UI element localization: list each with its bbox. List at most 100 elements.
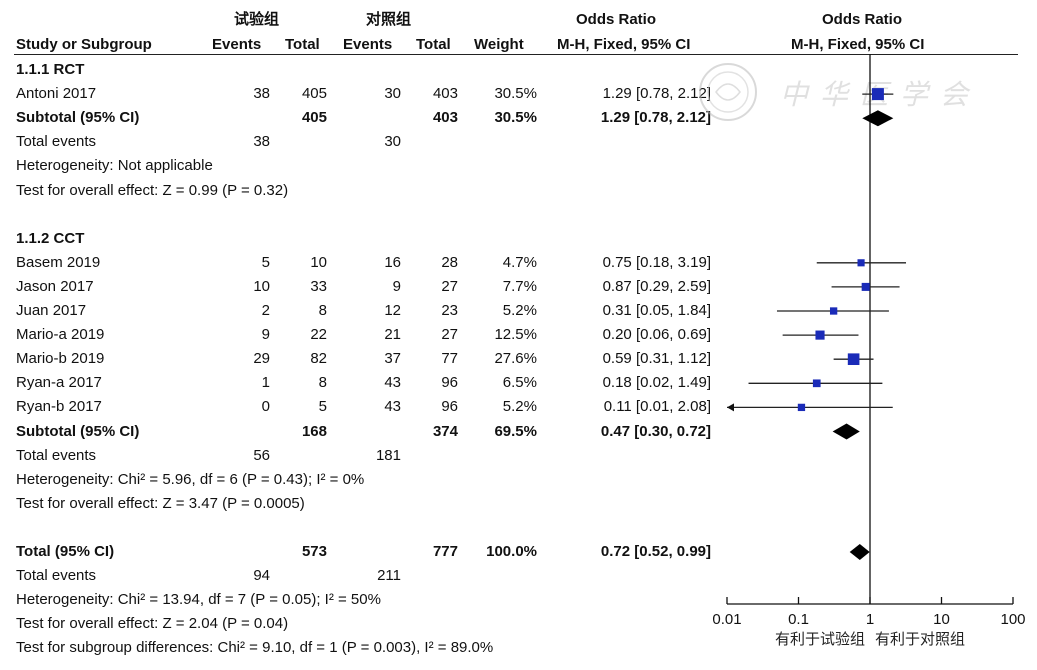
total-control: 96: [441, 374, 458, 392]
summary-text: Test for subgroup differences: Chi² = 9.…: [16, 639, 494, 657]
summary-text: Test for overall effect: Z = 0.99 (P = 0…: [16, 181, 289, 199]
odds-ratio-ci: 0.47 [0.30, 0.72]: [600, 422, 711, 440]
study-point: [847, 353, 860, 366]
weight-value: 7.7%: [502, 277, 537, 295]
subtotal-label: Subtotal (95% CI): [16, 109, 140, 127]
total-experimental: 405: [301, 85, 327, 103]
odds-ratio-ci: 0.31 [0.05, 1.84]: [602, 302, 711, 319]
x-tick-label: 10: [933, 611, 950, 628]
study-name: Mario-a 2019: [16, 326, 105, 344]
total-experimental: 10: [310, 253, 327, 271]
study-name: Ryan-b 2017: [16, 398, 102, 416]
summary-text: Heterogeneity: Chi² = 13.94, df = 7 (P =…: [16, 591, 381, 609]
total-experimental: 33: [310, 277, 327, 295]
summary-text: Total events: [16, 446, 97, 464]
odds-ratio-ci: 0.87 [0.29, 2.59]: [602, 277, 711, 295]
axis-label-favours-control: 有利于对照组: [875, 630, 965, 648]
odds-ratio-ci: 1.29 [0.78, 2.12]: [602, 85, 711, 103]
total-control: 28: [441, 253, 458, 271]
events-control: 211: [377, 567, 401, 585]
study-name: Mario-b 2019: [16, 350, 105, 368]
events-experimental: 56: [253, 446, 270, 464]
events-control: 30: [384, 85, 401, 103]
total-control: 27: [441, 326, 458, 344]
total-experimental: 573: [301, 543, 327, 560]
weight-value: 100.0%: [486, 543, 537, 560]
events-control: 30: [384, 133, 401, 151]
study-point: [861, 282, 870, 291]
group-control-header: 对照组: [366, 11, 412, 28]
ci-arrow: [727, 403, 734, 412]
odds-ratio-ci: 0.59 [0.31, 1.12]: [602, 350, 711, 368]
weight-value: 4.7%: [502, 253, 537, 271]
events-experimental: 10: [253, 277, 270, 295]
summary-text: Test for overall effect: Z = 3.47 (P = 0…: [16, 494, 305, 512]
method-header-right: M-H, Fixed, 95% CI: [791, 36, 925, 53]
study-point: [829, 307, 838, 315]
weight-value: 27.6%: [494, 350, 537, 368]
events-control: 16: [384, 253, 401, 271]
events-experimental: 94: [253, 567, 270, 585]
watermark: 中华医学会: [699, 63, 968, 121]
weight-value: 30.5%: [494, 109, 537, 127]
events-control: 43: [384, 398, 401, 416]
study-column-header: Study or Subgroup: [16, 36, 152, 53]
weight-value: 5.2%: [502, 398, 537, 416]
total-experimental: 168: [301, 422, 327, 440]
study-name: Antoni 2017: [16, 85, 97, 103]
x-tick-label: 0.01: [712, 611, 741, 628]
events-experimental: 9: [261, 326, 270, 344]
total-column-header-control: Total: [416, 36, 451, 53]
study-name: Basem 2019: [16, 253, 101, 271]
subtotal-label: Total (95% CI): [16, 543, 115, 560]
method-header-left: M-H, Fixed, 95% CI: [557, 36, 691, 53]
total-experimental: 22: [310, 326, 327, 344]
axis-label-favours-experimental: 有利于试验组: [775, 630, 865, 648]
study-point: [797, 403, 806, 412]
events-control: 37: [384, 350, 401, 368]
weight-column-header: Weight: [474, 36, 524, 53]
pooled-diamond: [862, 110, 894, 127]
events-control: 181: [375, 446, 401, 464]
study-point: [871, 88, 884, 101]
study-name: Juan 2017: [16, 302, 87, 319]
study-name: Jason 2017: [16, 277, 94, 295]
odds-ratio-header-left: Odds Ratio: [576, 11, 657, 28]
total-experimental: 5: [318, 398, 327, 416]
summary-text: Total events: [16, 133, 97, 151]
events-control: 12: [384, 302, 401, 319]
weight-value: 5.2%: [502, 302, 537, 319]
weight-value: 12.5%: [494, 326, 537, 344]
total-control: 77: [441, 350, 458, 368]
study-point: [815, 330, 825, 340]
events-control: 9: [392, 277, 401, 295]
pooled-diamond: [832, 423, 860, 440]
events-experimental: 5: [261, 253, 270, 271]
total-experimental: 8: [318, 302, 327, 319]
events-experimental: 29: [253, 350, 270, 368]
total-experimental: 405: [301, 109, 327, 127]
study-point: [857, 259, 865, 267]
events-experimental: 38: [253, 133, 270, 151]
odds-ratio-ci: 1.29 [0.78, 2.12]: [600, 109, 711, 127]
total-experimental: 8: [318, 374, 327, 392]
events-control: 21: [384, 326, 401, 344]
odds-ratio-ci: 0.11 [0.01, 2.08]: [603, 398, 711, 416]
header-rule: [14, 54, 1018, 55]
x-tick-label: 1: [866, 611, 874, 628]
events-experimental: 1: [261, 374, 270, 392]
x-tick-label: 0.1: [788, 611, 809, 628]
subgroup-title: 1.1.2 CCT: [16, 229, 85, 247]
pooled-diamond: [849, 544, 870, 560]
summary-text: Heterogeneity: Chi² = 5.96, df = 6 (P = …: [16, 470, 365, 488]
total-control: 403: [432, 109, 458, 127]
study-name: Ryan-a 2017: [16, 374, 102, 392]
total-control: 23: [441, 302, 458, 319]
total-control: 27: [441, 277, 458, 295]
events-column-header: Events: [212, 36, 262, 53]
events-control: 43: [384, 374, 401, 392]
total-experimental: 82: [310, 350, 327, 368]
summary-text: Test for overall effect: Z = 2.04 (P = 0…: [16, 615, 289, 633]
study-point: [812, 379, 821, 388]
